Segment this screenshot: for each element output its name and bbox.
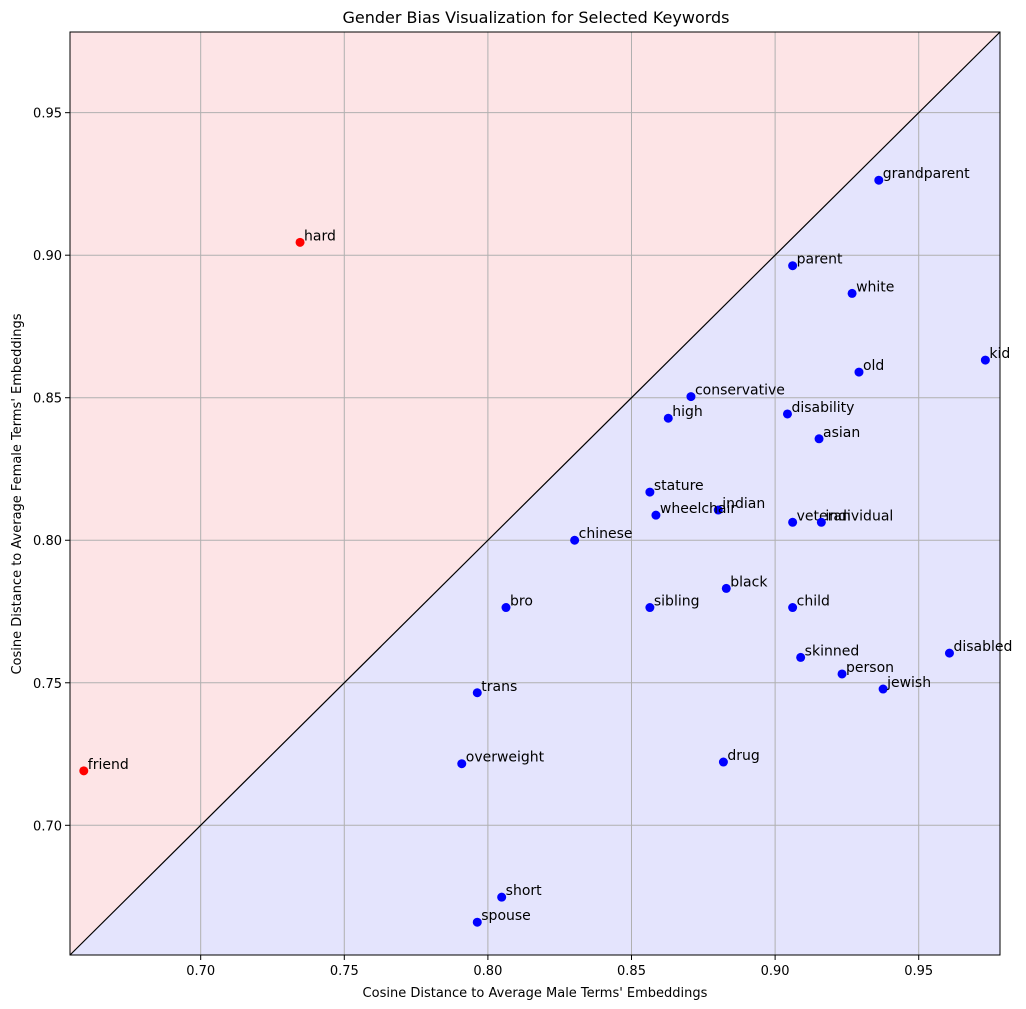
point-label-bro: bro <box>510 594 533 610</box>
point-label-indian: indian <box>722 496 765 512</box>
point-label-chinese: chinese <box>579 526 633 542</box>
x-tick-label: 0.85 <box>617 964 646 979</box>
point-person <box>837 669 847 679</box>
point-label-overweight: overweight <box>466 750 545 766</box>
point-skinned <box>796 652 806 662</box>
point-friend <box>79 766 89 776</box>
grid-lines <box>70 32 1000 955</box>
point-parent <box>788 261 798 271</box>
point-label-jewish: jewish <box>886 675 931 691</box>
point-jewish <box>878 684 888 694</box>
data-points: hardfriendgrandparentparentwhitekidoldco… <box>79 166 1012 927</box>
plot-frame <box>69 31 1001 956</box>
x-axis-label: Cosine Distance to Average Male Terms' E… <box>363 986 708 1001</box>
point-label-wheelchair: wheelchair <box>660 501 736 517</box>
point-label-friend: friend <box>88 757 129 773</box>
point-label-disability: disability <box>791 400 854 416</box>
point-old <box>854 367 864 377</box>
axes-frame <box>69 31 1001 956</box>
point-label-conservative: conservative <box>695 383 785 399</box>
y-tick-label: 0.85 <box>33 392 62 407</box>
point-label-child: child <box>797 594 830 610</box>
point-label-person: person <box>846 660 894 676</box>
point-individual <box>816 517 826 527</box>
point-conservative <box>686 392 696 402</box>
point-label-disabled: disabled <box>953 639 1012 655</box>
point-overweight <box>457 759 467 769</box>
point-black <box>721 583 731 593</box>
y-tick-label: 0.90 <box>33 249 62 264</box>
point-wheelchair <box>651 510 661 520</box>
point-high <box>663 413 673 423</box>
point-trans <box>472 688 482 698</box>
diagonal-line <box>69 31 1001 956</box>
parity-diagonal <box>69 31 1001 956</box>
point-chinese <box>570 535 580 545</box>
point-label-black: black <box>730 574 768 590</box>
y-tick-label: 0.95 <box>33 107 62 122</box>
y-tick-label: 0.80 <box>33 534 62 549</box>
y-tick-label: 0.70 <box>33 819 62 834</box>
y-tick-label: 0.75 <box>33 677 62 692</box>
point-label-asian: asian <box>823 425 860 441</box>
point-white <box>847 288 857 298</box>
point-label-veteran: veteran <box>797 508 851 524</box>
point-child <box>788 603 798 613</box>
x-tick-label: 0.95 <box>904 964 933 979</box>
point-label-drug: drug <box>727 748 759 764</box>
point-drug <box>718 757 728 767</box>
point-grandparent <box>874 175 884 185</box>
point-short <box>497 892 507 902</box>
y-axis-label: Cosine Distance to Average Female Terms'… <box>10 313 25 674</box>
point-label-trans: trans <box>481 679 517 695</box>
point-label-spouse: spouse <box>481 908 531 924</box>
point-spouse <box>472 917 482 927</box>
point-stature <box>645 487 655 497</box>
chart-title: Gender Bias Visualization for Selected K… <box>342 8 729 27</box>
point-label-old: old <box>863 358 884 374</box>
point-label-high: high <box>672 404 703 420</box>
x-tick-label: 0.75 <box>330 964 359 979</box>
point-asian <box>814 434 824 444</box>
point-label-sibling: sibling <box>654 594 700 610</box>
point-indian <box>713 505 723 515</box>
x-axis-ticks: 0.70 0.75 0.80 0.85 0.90 0.95 <box>186 955 933 979</box>
point-label-individual: individual <box>825 508 893 524</box>
point-hard <box>295 237 305 247</box>
point-label-stature: stature <box>654 478 704 494</box>
point-label-white: white <box>856 279 894 295</box>
point-sibling <box>645 603 655 613</box>
point-label-hard: hard <box>304 228 336 244</box>
x-tick-label: 0.70 <box>186 964 215 979</box>
y-axis-ticks: 0.70 0.75 0.80 0.85 0.90 0.95 <box>33 107 70 834</box>
x-tick-label: 0.80 <box>473 964 502 979</box>
point-bro <box>501 603 511 613</box>
point-label-skinned: skinned <box>805 643 860 659</box>
point-kid <box>980 355 990 365</box>
point-label-grandparent: grandparent <box>883 166 970 182</box>
x-tick-label: 0.90 <box>761 964 790 979</box>
point-disabled <box>944 648 954 658</box>
point-veteran <box>788 517 798 527</box>
point-label-parent: parent <box>797 252 843 268</box>
point-disability <box>782 409 792 419</box>
point-label-short: short <box>506 883 542 899</box>
